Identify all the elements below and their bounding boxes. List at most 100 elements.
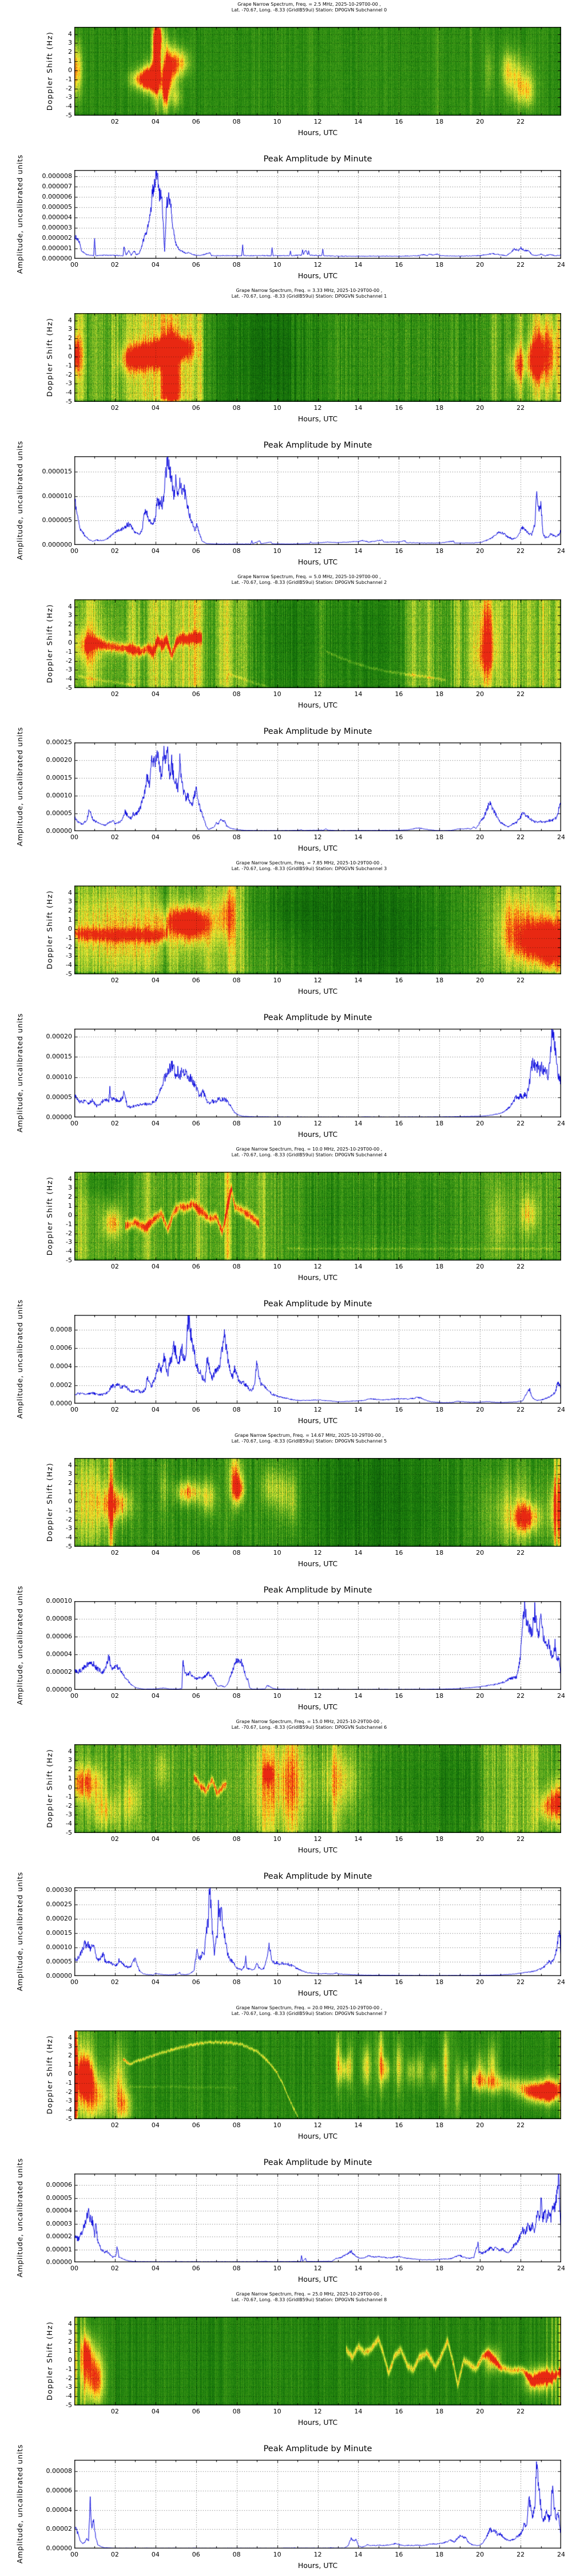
x-tick-label: 06 — [192, 2265, 200, 2272]
x-tick-label: 04 — [151, 977, 160, 984]
spectrogram-title-line2: Lat. -70.67, Long. -8.33 (GridIB59ui) St… — [231, 1439, 387, 1444]
x-tick-label: 22 — [517, 2551, 525, 2558]
amplitude-line-canvas — [74, 1887, 561, 1976]
amplitude-axis-label: Amplitude, uncalibrated units — [15, 1013, 24, 1133]
y-tick-label: 0 — [68, 66, 72, 74]
x-tick-label: 20 — [476, 261, 484, 268]
y-tick-label: 0.00005 — [46, 1958, 73, 1965]
x-tick-label: 10 — [273, 1406, 281, 1413]
hours-utc-axis-label: Hours, UTC — [297, 1702, 338, 1711]
y-tick-label: 2 — [68, 2338, 72, 2346]
x-tick-label: 10 — [273, 1978, 281, 1986]
y-tick-label: 0.00000 — [46, 1972, 73, 1980]
x-tick-label: 12 — [313, 1692, 322, 1700]
x-tick-label: 16 — [395, 690, 403, 698]
x-tick-label: 12 — [313, 118, 322, 125]
hours-utc-axis-label: Hours, UTC — [297, 1846, 338, 1854]
y-tick-label: 0.000001 — [42, 244, 73, 252]
x-tick-label: 06 — [192, 833, 200, 841]
x-tick-label: 14 — [354, 690, 363, 698]
x-tick-label: 20 — [476, 2551, 484, 2558]
amplitude-plot-title: Peak Amplitude by Minute — [263, 727, 372, 736]
hours-utc-axis-label: Hours, UTC — [297, 1559, 338, 1568]
spectrogram-panel: Grape Narrow Spectrum, Freq. = 5.0 MHz, … — [0, 572, 572, 716]
y-tick-label: 0 — [68, 1783, 72, 1791]
y-tick-label: 1 — [68, 1488, 72, 1496]
x-tick-label: 14 — [354, 1692, 363, 1700]
x-tick-label: 14 — [354, 2551, 363, 2558]
x-tick-label: 08 — [232, 1263, 241, 1270]
x-tick-label: 18 — [435, 1263, 444, 1270]
y-tick-label: 2 — [68, 1765, 72, 1773]
x-tick-label: 18 — [435, 547, 444, 555]
x-tick-label: 04 — [151, 2265, 160, 2272]
x-tick-label: 00 — [70, 547, 78, 555]
x-tick-label: 10 — [273, 261, 281, 268]
y-tick-label: -1 — [66, 934, 72, 942]
spectrogram-title-line2: Lat. -70.67, Long. -8.33 (GridIB59ui) St… — [231, 7, 387, 13]
x-tick-label: 10 — [273, 1120, 281, 1127]
y-tick-label: 4 — [68, 1747, 72, 1755]
hours-utc-axis-label: Hours, UTC — [297, 2275, 338, 2283]
x-tick-label: 10 — [273, 2408, 281, 2415]
spectrogram-heatmap-canvas — [74, 886, 561, 974]
x-tick-label: 04 — [151, 1406, 160, 1413]
x-tick-label: 22 — [517, 1406, 525, 1413]
amplitude-plot-title: Peak Amplitude by Minute — [263, 155, 372, 164]
hours-utc-axis-label: Hours, UTC — [297, 128, 338, 137]
y-tick-label: -5 — [66, 398, 72, 405]
x-tick-label: 02 — [110, 1406, 119, 1413]
x-tick-label: 16 — [395, 118, 403, 125]
spectrogram-heatmap-canvas — [74, 1172, 561, 1261]
x-tick-label: 14 — [354, 1263, 363, 1270]
y-tick-label: 0.00000 — [46, 1113, 73, 1121]
spectrogram-heatmap-canvas — [74, 27, 561, 116]
spectrogram-panel: Grape Narrow Spectrum, Freq. = 7.85 MHz,… — [0, 859, 572, 1002]
x-tick-label: 20 — [476, 833, 484, 841]
x-tick-label: 06 — [192, 2121, 200, 2129]
x-tick-label: 18 — [435, 1978, 444, 1986]
x-tick-label: 16 — [395, 1406, 403, 1413]
x-tick-label: 22 — [517, 1978, 525, 1986]
x-tick-label: 06 — [192, 1120, 200, 1127]
y-tick-label: -4 — [66, 1534, 72, 1542]
y-tick-label: 0.000007 — [42, 182, 73, 190]
x-tick-label: 20 — [476, 1692, 484, 1700]
y-tick-label: 4 — [68, 602, 72, 610]
x-tick-label: 16 — [395, 1692, 403, 1700]
x-tick-label: 06 — [192, 261, 200, 268]
x-tick-label: 16 — [395, 2408, 403, 2415]
y-tick-label: -3 — [66, 1811, 72, 1819]
x-tick-label: 06 — [192, 1692, 200, 1700]
y-tick-label: -2 — [66, 1229, 72, 1237]
y-tick-label: -5 — [66, 970, 72, 978]
x-tick-label: 10 — [273, 833, 281, 841]
x-tick-label: 18 — [435, 1406, 444, 1413]
amplitude-line-canvas — [74, 742, 561, 831]
y-tick-label: 0.000004 — [42, 213, 73, 221]
y-tick-label: -3 — [66, 380, 72, 388]
x-tick-label: 06 — [192, 977, 200, 984]
peak-amplitude-panel: Peak Amplitude by Minute Amplitude, unca… — [0, 1860, 572, 2004]
y-tick-label: -4 — [66, 1820, 72, 1828]
amplitude-plot-title: Peak Amplitude by Minute — [263, 1586, 372, 1595]
peak-amplitude-panel: Peak Amplitude by Minute Amplitude, unca… — [0, 1288, 572, 1431]
y-tick-label: 0 — [68, 352, 72, 360]
hours-utc-axis-label: Hours, UTC — [297, 2418, 338, 2427]
x-tick-label: 08 — [232, 118, 241, 125]
x-tick-label: 16 — [395, 2265, 403, 2272]
y-tick-label: 0.000008 — [42, 172, 73, 180]
hours-utc-axis-label: Hours, UTC — [297, 271, 338, 280]
amplitude-axis-label: Amplitude, uncalibrated units — [15, 2444, 24, 2564]
y-tick-label: -4 — [66, 389, 72, 397]
y-tick-label: 2 — [68, 334, 72, 342]
amplitude-axis-label: Amplitude, uncalibrated units — [15, 1585, 24, 1705]
y-tick-label: 0.00020 — [46, 1915, 73, 1922]
x-tick-label: 20 — [476, 1978, 484, 1986]
x-tick-label: 12 — [313, 547, 322, 555]
y-tick-label: -4 — [66, 102, 72, 110]
x-tick-label: 12 — [313, 1406, 322, 1413]
spectrogram-title-line2: Lat. -70.67, Long. -8.33 (GridIB59ui) St… — [231, 1725, 387, 1730]
x-tick-label: 04 — [151, 1120, 160, 1127]
